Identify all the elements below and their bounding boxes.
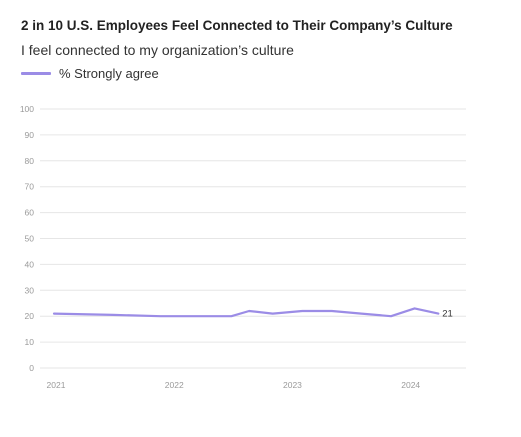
y-tick-label: 30 <box>25 285 35 295</box>
x-tick-label: 2023 <box>283 380 302 390</box>
y-tick-label: 60 <box>25 208 35 218</box>
chart-subtitle: I feel connected to my organization’s cu… <box>21 42 294 58</box>
x-tick-label: 2022 <box>165 380 184 390</box>
legend-label: % Strongly agree <box>59 65 159 81</box>
y-tick-label: 0 <box>29 363 34 373</box>
series-layer: 21 <box>52 307 453 320</box>
y-tick-label: 40 <box>25 259 35 269</box>
y-tick-label: 100 <box>20 104 34 114</box>
y-tick-label: 80 <box>25 156 35 166</box>
legend-swatch <box>21 71 51 75</box>
y-tick-label: 10 <box>25 337 35 347</box>
y-tick-label: 50 <box>25 234 35 244</box>
legend: % Strongly agree <box>21 63 159 83</box>
x-tick-label: 2024 <box>401 380 420 390</box>
series-line <box>52 307 440 318</box>
y-tick-label: 90 <box>25 130 35 140</box>
end-value-label: 21 <box>442 309 453 320</box>
chart-title: 2 in 10 U.S. Employees Feel Connected to… <box>21 18 453 33</box>
grid-lines <box>40 108 466 369</box>
x-axis-ticks: 2021 2022 2023 2024 <box>47 380 421 390</box>
y-tick-label: 70 <box>25 182 35 192</box>
y-axis-ticks: 0 10 20 30 40 50 60 70 80 90 100 <box>20 104 34 373</box>
y-tick-label: 20 <box>25 311 35 321</box>
x-tick-label: 2021 <box>47 380 66 390</box>
